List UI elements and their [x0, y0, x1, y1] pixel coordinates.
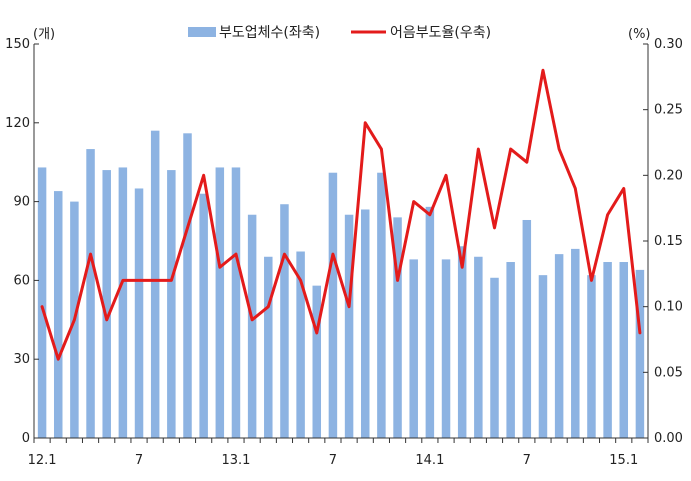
bar-14.1	[426, 207, 435, 438]
bar-13.8	[345, 215, 354, 438]
legend-bar-label: 부도업체수(좌축)	[219, 25, 320, 41]
bar-12.4	[86, 149, 95, 438]
bar-12.8	[151, 131, 160, 438]
bar-13.9	[361, 209, 370, 438]
left-tick-label: 90	[13, 195, 30, 210]
line-series-layer	[42, 70, 640, 359]
bar-13.7	[329, 173, 338, 438]
bar-13.2	[248, 215, 257, 438]
right-tick-label: 0.25	[654, 103, 683, 118]
legend-bar-swatch	[188, 27, 216, 37]
left-tick-label: 60	[13, 273, 30, 288]
x-tick-label: 7	[523, 453, 531, 468]
bar-12.9	[167, 170, 176, 438]
bar-14.7	[523, 220, 532, 438]
right-tick-label: 0.15	[654, 234, 683, 249]
bar-12.10	[183, 133, 192, 438]
x-tick-label: 15.1	[609, 453, 638, 468]
bar-12.2	[54, 191, 63, 438]
bar-12.11	[199, 194, 208, 438]
bar-13.10	[377, 173, 386, 438]
left-tick-label: 30	[13, 352, 30, 367]
bar-13.1	[232, 167, 241, 438]
x-tick-label: 14.1	[415, 453, 444, 468]
bar-12.12	[216, 167, 225, 438]
bar-14.6	[506, 262, 515, 438]
left-tick-label: 120	[5, 116, 30, 131]
right-tick-label: 0.10	[654, 300, 683, 315]
bar-12.7	[135, 188, 144, 438]
bar-14.3	[458, 246, 467, 438]
right-axis-unit-label: (%)	[628, 27, 651, 42]
bar-14.12	[603, 262, 612, 438]
bar-14.5	[490, 278, 499, 438]
left-tick-label: 150	[5, 37, 30, 52]
line-series-path	[42, 70, 640, 359]
legend: 부도업체수(좌축) 어음부도율(우축)	[188, 25, 491, 41]
left-axis-unit-label: (개)	[33, 27, 55, 42]
left-tick-label: 0	[22, 431, 30, 446]
bar-13.3	[264, 257, 273, 438]
bar-12.1	[38, 167, 47, 438]
bar-14.10	[571, 249, 580, 438]
x-tick-label: 7	[329, 453, 337, 468]
right-tick-label: 0.05	[654, 365, 683, 380]
bar-15.1	[620, 262, 629, 438]
bar-14.9	[555, 254, 564, 438]
bar-13.12	[409, 259, 418, 438]
bar-12.6	[119, 167, 128, 438]
right-tick-label: 0.20	[654, 168, 683, 183]
right-tick-label: 0.30	[654, 37, 683, 52]
bar-14.2	[442, 259, 451, 438]
bar-14.8	[539, 275, 548, 438]
x-tick-label: 12.1	[28, 453, 57, 468]
right-tick-label: 0.00	[654, 431, 683, 446]
bar-13.4	[280, 204, 289, 438]
x-tick-label: 13.1	[221, 453, 250, 468]
bar-14.4	[474, 257, 483, 438]
x-tick-label: 7	[135, 453, 143, 468]
legend-line-label: 어음부도율(우축)	[390, 25, 491, 41]
bar-14.11	[587, 275, 596, 438]
bar-13.6	[313, 286, 322, 438]
